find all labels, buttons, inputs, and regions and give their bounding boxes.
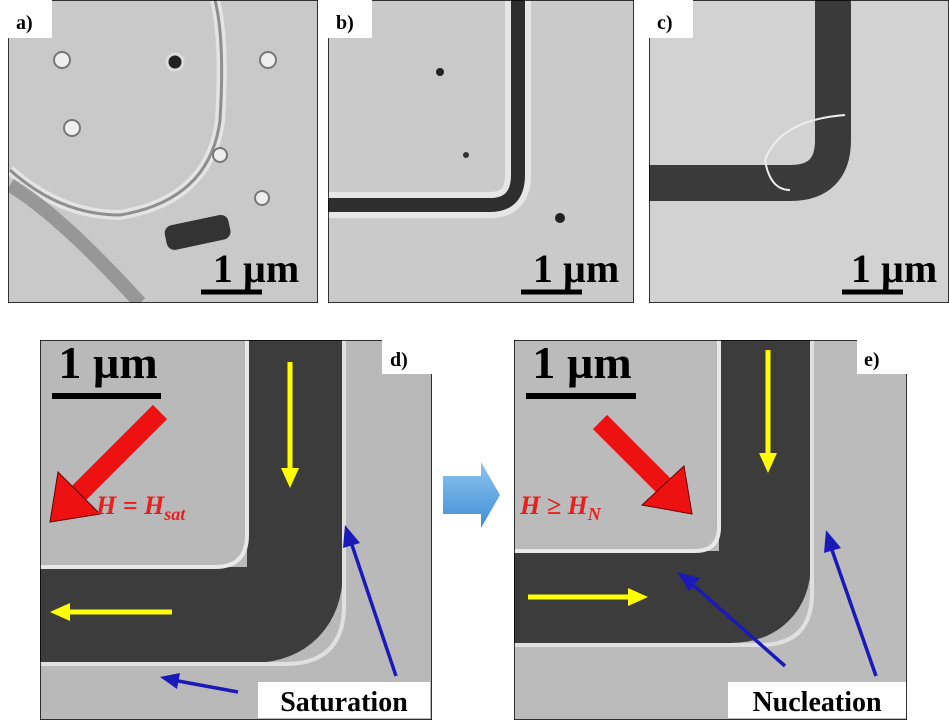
- annotation: Saturation: [280, 687, 408, 718]
- field-subscript: sat: [163, 504, 186, 524]
- panel-label: c): [657, 12, 673, 34]
- panel-e: e) 1 µm H ≥ HN Nucleation: [514, 337, 907, 720]
- field-subscript: N: [587, 504, 602, 524]
- field-main: H ≥ H: [519, 491, 588, 520]
- panel-label: d): [390, 349, 408, 371]
- scale-bar-label: 1 µm: [532, 337, 631, 388]
- annotation: Nucleation: [752, 687, 882, 718]
- scale-bar-label: 1 µm: [58, 337, 157, 388]
- panel-d: d) 1 µm H = Hsat Saturation: [40, 337, 432, 720]
- figure: a) 1 µm b) 1 µm c) 1 µm d): [0, 0, 949, 728]
- panel-a: a) 1 µm: [8, 0, 318, 303]
- transition-arrow: [443, 462, 500, 528]
- panel-label: b): [336, 12, 354, 34]
- panel-c: c) 1 µm: [649, 0, 949, 303]
- scale-bar-label: 1 µm: [533, 246, 619, 291]
- scale-bar-label: 1 µm: [851, 246, 937, 291]
- panel-label: e): [864, 349, 880, 371]
- panel-b: b) 1 µm: [328, 0, 634, 303]
- field-main: H = H: [95, 491, 165, 520]
- scale-bar-label: 1 µm: [213, 246, 299, 291]
- panel-label: a): [16, 12, 33, 34]
